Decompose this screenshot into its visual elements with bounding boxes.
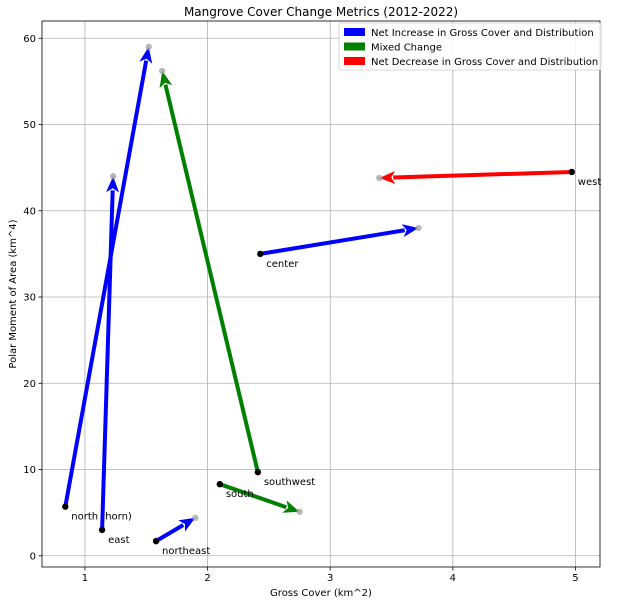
arrow-head bbox=[178, 517, 196, 532]
end-point bbox=[158, 67, 166, 75]
y-tick-label: 20 bbox=[23, 379, 36, 390]
arrow-series: north (horn)eastnortheastsouthsouthwestc… bbox=[62, 43, 602, 557]
arrow-east: east bbox=[98, 173, 130, 546]
y-tick-label: 40 bbox=[23, 206, 36, 217]
arrow-shaft bbox=[155, 523, 185, 543]
grid bbox=[42, 21, 600, 567]
legend-entry: Net Increase in Gross Cover and Distribu… bbox=[371, 28, 594, 39]
x-tick-label: 5 bbox=[572, 573, 578, 584]
arrow-head bbox=[159, 71, 173, 89]
arrow-south: south bbox=[216, 480, 303, 515]
start-point bbox=[216, 480, 224, 488]
arrow-head bbox=[139, 46, 153, 64]
y-tick-label: 30 bbox=[23, 293, 36, 304]
legend-entry: Mixed Change bbox=[371, 43, 442, 54]
arrow-shaft bbox=[163, 84, 260, 473]
arrow-head bbox=[379, 171, 396, 184]
start-point bbox=[152, 537, 160, 545]
legend-box bbox=[338, 22, 602, 71]
end-point bbox=[415, 224, 422, 232]
legend-swatch bbox=[344, 42, 365, 51]
legend-swatch bbox=[344, 57, 365, 65]
end-point bbox=[376, 174, 383, 182]
x-tick-label: 2 bbox=[204, 573, 210, 584]
y-tick-label: 60 bbox=[23, 34, 36, 45]
start-point bbox=[568, 168, 575, 176]
x-tick-label: 4 bbox=[450, 573, 456, 584]
arrow-head bbox=[106, 176, 120, 193]
start-point bbox=[257, 250, 264, 258]
end-point bbox=[296, 508, 303, 515]
arrow-northeast: northeast bbox=[152, 514, 210, 557]
legend-swatch bbox=[344, 28, 365, 36]
plot-frame bbox=[41, 20, 601, 568]
arrow-shaft bbox=[63, 60, 149, 507]
y-tick-label: 0 bbox=[30, 551, 36, 562]
point-label: west bbox=[578, 177, 602, 188]
point-label: east bbox=[108, 535, 129, 546]
point-label: southwest bbox=[264, 477, 315, 488]
end-point bbox=[192, 514, 199, 522]
x-tick-label: 1 bbox=[82, 573, 88, 584]
arrow-shaft bbox=[393, 169, 572, 180]
x-tick-label: 3 bbox=[327, 573, 333, 584]
y-axis-label: Polar Moment of Area (km^4) bbox=[8, 219, 19, 368]
arrow-head bbox=[401, 224, 419, 237]
point-label: center bbox=[266, 259, 299, 270]
point-label: south bbox=[226, 489, 254, 500]
arrow-center: center bbox=[257, 224, 422, 270]
y-tick-label: 50 bbox=[23, 120, 36, 131]
x-axis-label: Gross Cover (km^2) bbox=[270, 588, 372, 599]
chart-title: Mangrove Cover Change Metrics (2012-2022… bbox=[184, 5, 458, 19]
arrow-head bbox=[282, 500, 300, 513]
legend: Net Increase in Gross Cover and Distribu… bbox=[338, 22, 602, 71]
arrow-west: west bbox=[376, 168, 602, 188]
legend-entry: Net Decrease in Gross Cover and Distribu… bbox=[371, 57, 598, 68]
y-tick-label: 10 bbox=[23, 465, 36, 476]
arrow-shaft bbox=[100, 190, 115, 530]
end-point bbox=[109, 173, 117, 180]
point-label: northeast bbox=[162, 546, 210, 557]
start-point bbox=[254, 468, 262, 476]
arrow-southwest: southwest bbox=[158, 67, 315, 488]
arrow-shaft bbox=[259, 228, 406, 256]
end-point bbox=[145, 43, 152, 51]
arrow-shaft bbox=[219, 482, 287, 510]
start-point bbox=[98, 526, 106, 534]
start-point bbox=[62, 503, 69, 510]
